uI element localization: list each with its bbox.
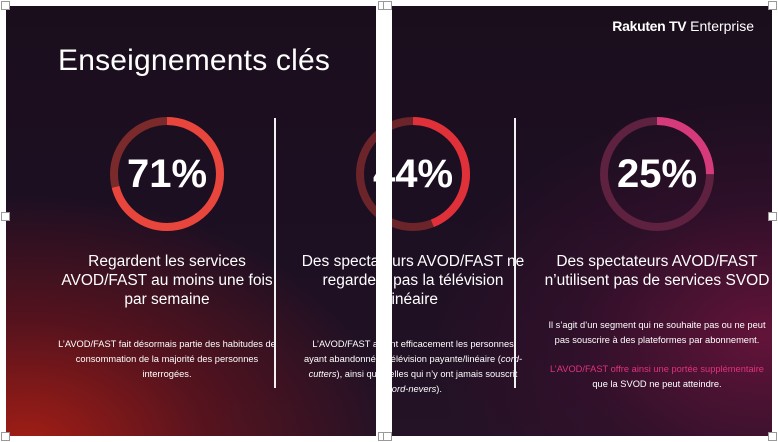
resize-handle[interactable] — [1, 212, 10, 221]
ring-svg — [110, 117, 224, 231]
resize-handle[interactable] — [383, 1, 392, 10]
resize-handle[interactable] — [383, 432, 392, 441]
stat-description: Il s’agit d’un segment qui ne souhaite p… — [542, 318, 772, 392]
column-divider — [274, 118, 276, 388]
stat-card-weekly-viewers: 71% Regardent les services AVOD/FAST au … — [52, 114, 282, 382]
stat-percentage: 44% — [372, 152, 454, 196]
progress-ring: 25% — [597, 114, 717, 234]
desc-term-cord-cutters: cord-cutters — [308, 354, 523, 379]
ring-progress-arc — [110, 117, 224, 231]
column-divider — [514, 118, 516, 388]
stat-card-no-svod: 25% Des spectateurs AVOD/FAST n’utilisen… — [542, 114, 772, 392]
desc-text: ). — [436, 384, 442, 394]
stat-card-no-linear-tv: 44% Des spectateurs AVOD/FAST ne regarde… — [298, 114, 528, 397]
resize-handle[interactable] — [768, 212, 777, 221]
stat-headline: Regardent les services AVOD/FAST au moin… — [61, 253, 273, 308]
ring-svg — [600, 117, 714, 231]
stat-headline: Des spectateurs AVOD/FAST n’utilisent pa… — [544, 253, 770, 289]
resize-handle[interactable] — [768, 432, 777, 441]
resize-handle[interactable] — [1, 1, 10, 10]
stat-description: L’AVOD/FAST fait désormais partie des ha… — [58, 339, 276, 379]
desc-highlight: L’AVOD/FAST offre ainsi une portée suppl… — [550, 364, 764, 374]
resize-handle[interactable] — [768, 1, 777, 10]
resize-handle[interactable] — [1, 432, 10, 441]
desc-conclusion: L’AVOD/FAST offre ainsi une portée suppl… — [546, 362, 768, 392]
screenshot-seam — [376, 0, 392, 442]
ring-progress-arc — [600, 117, 714, 231]
stat-percentage: 25% — [616, 152, 698, 196]
stat-description: L’AVOD/FAST atteint efficacement les per… — [298, 337, 528, 397]
logo-suffix: Enterprise — [686, 18, 754, 34]
stat-headline: Des spectateurs AVOD/FAST ne regardent p… — [301, 253, 525, 308]
progress-ring: 44% — [353, 114, 473, 234]
desc-term-cord-nevers: cord-nevers — [387, 384, 437, 394]
desc-text: Il s’agit d’un segment qui ne souhaite p… — [548, 320, 766, 345]
desc-text: que la SVOD ne peut atteindre. — [592, 379, 722, 389]
page-title: Enseignements clés — [58, 44, 331, 77]
stat-percentage: 71% — [126, 152, 208, 196]
progress-ring: 71% — [107, 114, 227, 234]
ring-progress-arc — [356, 117, 470, 231]
ring-svg — [356, 117, 470, 231]
logo-brand: Rakuten TV — [612, 18, 687, 34]
desc-text: L’AVOD/FAST atteint efficacement les per… — [303, 339, 514, 364]
rakuten-logo: Rakuten TV Enterprise — [612, 18, 754, 34]
